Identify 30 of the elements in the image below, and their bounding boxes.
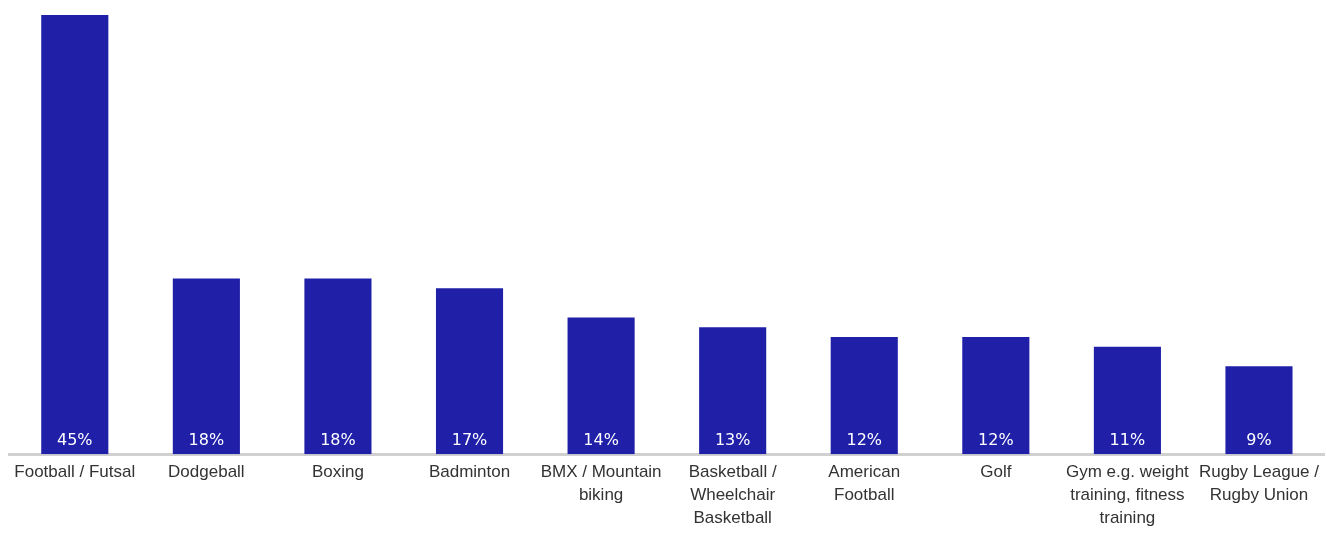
x-tick-label: Golf (980, 462, 1012, 482)
data-label: 17% (451, 430, 488, 450)
x-tick-label: Badminton (428, 462, 511, 482)
x-tick-label: Gym e.g. weight training, fitness training (1065, 462, 1190, 528)
data-label: 18% (188, 430, 225, 450)
bar (304, 278, 372, 455)
x-tick-label: Dodgeball (168, 462, 245, 482)
x-tick-label: Boxing (311, 462, 364, 482)
x-tick-label: Rugby League / Rugby Union (1198, 462, 1320, 505)
bar (699, 327, 767, 455)
data-label: 18% (320, 430, 356, 450)
bar (172, 278, 240, 455)
bar (962, 337, 1030, 455)
data-label: 11% (1109, 430, 1146, 450)
bar (435, 288, 504, 455)
x-tick-label: Football / Futsal (14, 462, 136, 482)
x-tick-label: American Football (828, 462, 901, 505)
bar (1093, 346, 1161, 455)
bar (41, 15, 109, 455)
x-tick-label: Basketball / Wheelchair Basketball (688, 462, 777, 528)
bar (1225, 366, 1293, 455)
bar (567, 317, 635, 455)
data-label: 45% (57, 430, 93, 450)
x-tick-label: BMX / Mountain biking (540, 462, 662, 505)
data-label: 14% (583, 430, 619, 450)
data-label: 12% (978, 430, 1014, 450)
data-label: 9% (1246, 430, 1272, 450)
data-label: 13% (714, 430, 751, 450)
data-label: 12% (846, 430, 883, 450)
bar (830, 337, 898, 455)
